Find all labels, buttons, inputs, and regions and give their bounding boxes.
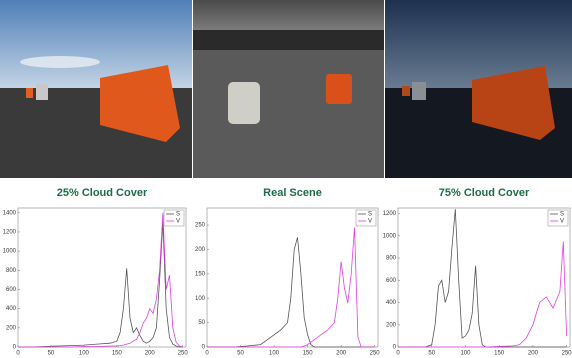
y-tick-label: 800	[386, 256, 397, 262]
chart-title: 25% Cloud Cover	[57, 187, 148, 199]
y-tick-label: 400	[6, 306, 17, 312]
x-tick-label: 100	[79, 351, 90, 357]
legend-label: S	[368, 212, 372, 218]
x-tick-label: 100	[460, 351, 471, 357]
y-tick-label: 50	[198, 320, 205, 326]
x-tick-label: 250	[562, 351, 572, 357]
y-tick-label: 1200	[3, 230, 17, 236]
x-tick-label: 0	[205, 351, 209, 357]
x-tick-label: 250	[178, 351, 189, 357]
y-tick-label: 200	[386, 322, 397, 328]
x-tick-label: 200	[336, 351, 347, 357]
series-line	[18, 213, 183, 347]
y-tick-label: 800	[6, 268, 17, 274]
legend-label: V	[560, 219, 564, 225]
figure: 25% Cloud Cover0200400600800100012001400…	[0, 0, 572, 358]
series-line	[207, 228, 375, 348]
y-tick-label: 400	[386, 300, 397, 306]
plot-area	[398, 208, 570, 347]
chart-title: 75% Cloud Cover	[439, 187, 530, 199]
series-line	[398, 241, 567, 347]
y-tick-label: 600	[386, 278, 397, 284]
y-tick-label: 100	[195, 296, 206, 302]
y-tick-label: 250	[195, 223, 206, 229]
x-tick-label: 200	[145, 351, 156, 357]
legend-label: V	[176, 219, 180, 225]
x-tick-label: 50	[48, 351, 55, 357]
x-tick-label: 150	[494, 351, 505, 357]
legend-label: V	[368, 219, 372, 225]
x-tick-label: 50	[237, 351, 244, 357]
y-tick-label: 1000	[383, 233, 397, 239]
x-tick-label: 50	[428, 351, 435, 357]
legend-box	[548, 210, 568, 226]
legend-box	[356, 210, 376, 226]
x-tick-label: 0	[396, 351, 400, 357]
chart-title: Real Scene	[263, 187, 322, 199]
x-tick-label: 250	[370, 351, 381, 357]
legend-label: S	[176, 212, 180, 218]
legend-box	[164, 210, 184, 226]
y-tick-label: 200	[195, 247, 206, 253]
series-line	[398, 209, 567, 347]
plot-area	[18, 208, 186, 347]
x-tick-label: 200	[528, 351, 539, 357]
y-tick-label: 1000	[3, 249, 17, 255]
x-tick-label: 150	[112, 351, 123, 357]
x-tick-label: 100	[269, 351, 280, 357]
y-tick-label: 150	[195, 271, 206, 277]
y-tick-label: 1200	[383, 211, 397, 217]
y-tick-label: 200	[6, 325, 17, 331]
photo-real	[193, 0, 384, 178]
x-tick-label: 150	[303, 351, 314, 357]
y-tick-label: 600	[6, 287, 17, 293]
y-tick-label: 1400	[3, 210, 17, 216]
photo-75	[385, 0, 572, 178]
legend-label: S	[560, 212, 564, 218]
photo-25	[0, 0, 192, 178]
x-tick-label: 0	[16, 351, 20, 357]
